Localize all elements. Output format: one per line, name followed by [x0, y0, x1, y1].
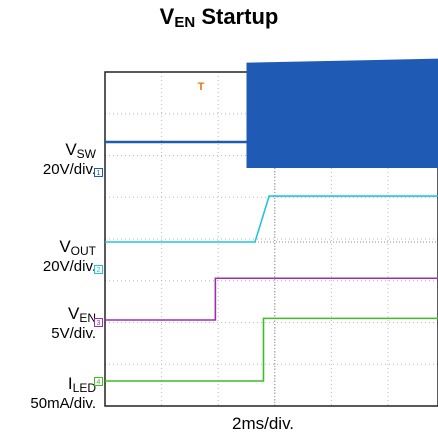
channel-2-marker: 2 [94, 265, 103, 274]
vsw-label: VSW 20V/div. [42, 140, 96, 178]
trace-2 [105, 195, 438, 243]
trace-4 [105, 317, 438, 382]
vout-label: VOUT 20V/div. [42, 237, 96, 275]
ven-label: VEN 5V/div. [51, 304, 96, 342]
iled-label: ILED 50mA/div. [30, 374, 96, 412]
chart-title: VEN Startup [159, 4, 279, 31]
vsw-switching-band [246, 58, 438, 168]
trace-3 [105, 277, 438, 321]
channel-4-marker: 4 [94, 377, 103, 386]
channel-1-marker: 1 [94, 168, 103, 177]
x-axis-label: 2ms/div. [232, 414, 295, 433]
trigger-marker: T [198, 81, 205, 93]
channel-3-marker: 3 [94, 318, 103, 327]
